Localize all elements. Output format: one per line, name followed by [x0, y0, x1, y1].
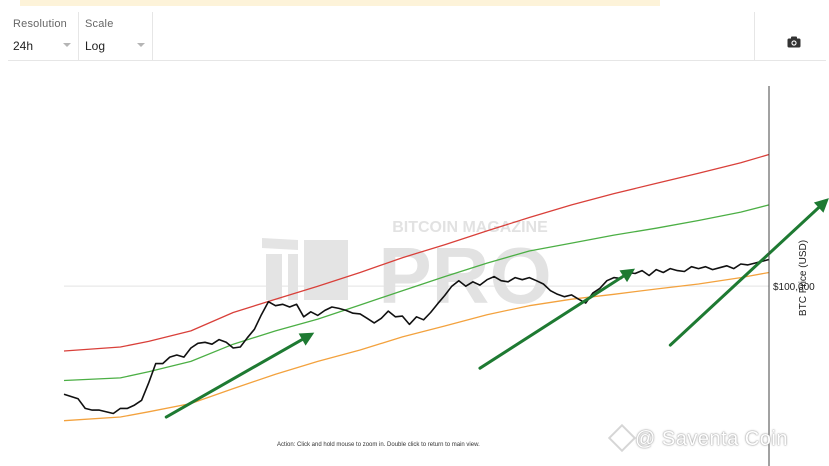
trend-arrow-1 [478, 268, 636, 370]
top-banner [20, 0, 660, 6]
lower-band-line [63, 271, 770, 422]
chevron-down-icon [63, 43, 71, 47]
middle-band-line [63, 204, 770, 382]
watermark-logo: BITCOIN MAGAZINE PRO [262, 219, 552, 320]
scale-label: Scale [85, 18, 114, 30]
y-axis-ticks: $100,000 [773, 282, 815, 293]
resolution-value: 24h [13, 39, 34, 53]
chevron-down-icon [137, 43, 145, 47]
chart-series [63, 153, 770, 422]
watermark-mark [262, 238, 348, 300]
resolution-select[interactable]: Resolution 24h [8, 12, 79, 60]
price-line [63, 258, 770, 415]
upper-band-line [63, 153, 770, 352]
chart-annotations [164, 198, 829, 419]
screenshot-button[interactable] [754, 12, 827, 60]
credit-watermark: @ Saventa Coin [635, 428, 788, 450]
y-tick-label-0: $100,000 [773, 282, 815, 293]
resolution-label: Resolution [13, 18, 67, 30]
zoom-hint: Action: Click and hold mouse to zoom in.… [277, 442, 480, 448]
chart-toolbar: Resolution 24h Scale Log [8, 12, 826, 61]
scale-select[interactable]: Scale Log [80, 12, 153, 60]
trend-arrow-2 [668, 198, 829, 347]
y-axis-label: BTC Price (USD) [798, 240, 809, 316]
scale-value: Log [85, 39, 106, 53]
camera-icon [787, 36, 801, 48]
trend-arrow-0 [164, 332, 315, 419]
watermark-line2: PRO [378, 231, 551, 320]
